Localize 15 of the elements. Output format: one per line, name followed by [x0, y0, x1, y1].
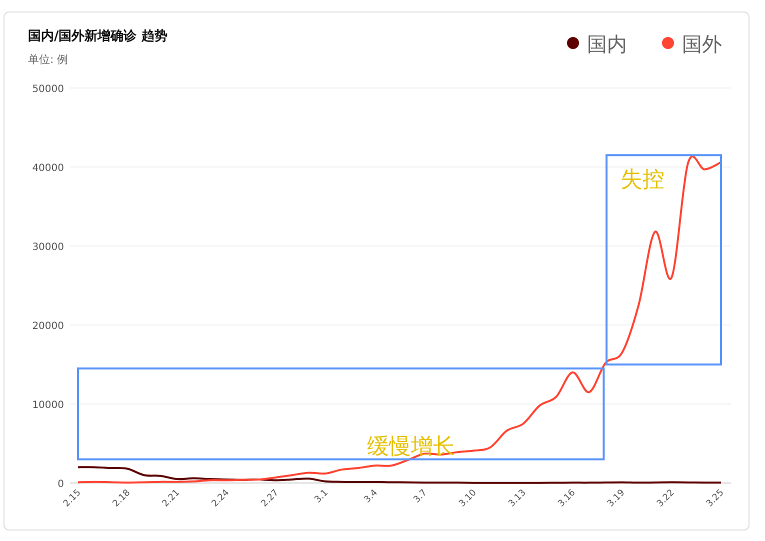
x-tick-label: 3.7: [412, 488, 430, 506]
x-tick-label: 3.4: [362, 488, 380, 506]
y-tick-label: 50000: [32, 84, 64, 95]
chart-subtitle: 单位: 例: [28, 53, 68, 66]
y-tick-label: 40000: [32, 163, 64, 174]
y-tick-label: 30000: [32, 242, 64, 253]
y-tick-label: 20000: [32, 321, 64, 332]
legend-label: 国外: [682, 32, 722, 56]
legend-label: 国内: [587, 32, 627, 56]
y-tick-label: 0: [58, 479, 64, 490]
y-tick-label: 10000: [32, 400, 64, 411]
annotation: 缓慢增长: [367, 434, 456, 460]
annotation: 失控: [620, 167, 664, 192]
x-tick-label: 3.1: [313, 488, 330, 506]
chart-title: 国内/国外新增确诊 趋势: [28, 28, 168, 44]
